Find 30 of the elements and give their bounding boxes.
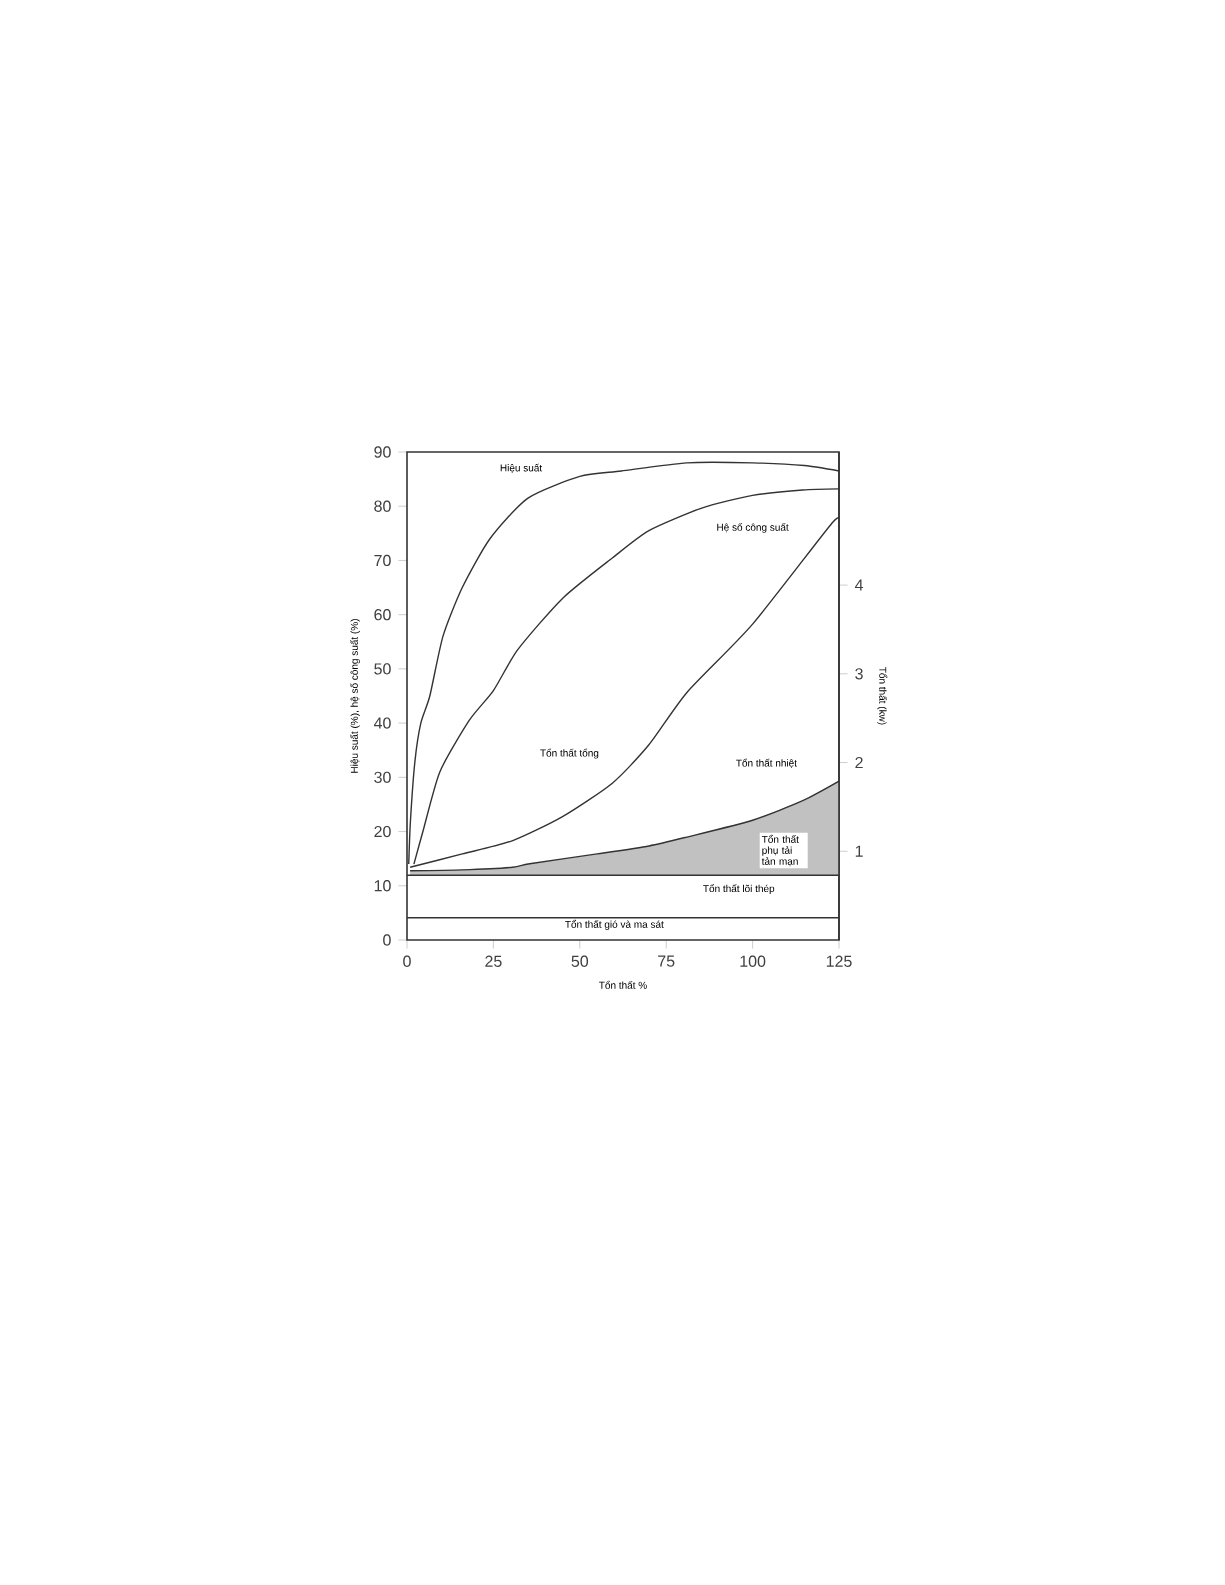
y-tick-label: 30	[374, 771, 391, 783]
x-axis-title: Tổn thất %	[599, 980, 647, 989]
annotation: Tổn thất tổng	[540, 748, 599, 759]
annotation: Hiệu suất	[500, 463, 543, 473]
y2-tick-label: 2	[855, 756, 863, 769]
y-tick-label: 10	[374, 880, 391, 892]
y2-axis-title: Tổn thất (kw)	[877, 667, 888, 725]
annotation: Tổn thất gió và ma sát	[565, 919, 664, 930]
x-tick-label: 50	[571, 955, 589, 967]
x-tick-label: 75	[658, 955, 675, 967]
y-axis-title: Hiệu suất (%), hệ số công suất (%)	[350, 619, 360, 773]
annotation: Hệ số công suất	[717, 523, 789, 533]
y-tick-label: 90	[374, 446, 391, 458]
y2-tick-label: 3	[855, 668, 863, 680]
y-tick-label: 20	[374, 825, 391, 838]
y-tick-label: 0	[383, 934, 391, 946]
x-tick-label: 0	[403, 955, 411, 967]
y-tick-label: 40	[373, 717, 391, 729]
y-tick-label: 70	[374, 554, 391, 567]
y2-tick-label: 4	[854, 579, 864, 591]
y-tick-label: 50	[374, 663, 391, 675]
annotation: Tổn thất phụ tải tản mạn	[761, 834, 799, 867]
x-tick-label: 100	[740, 955, 766, 967]
annotation: Tổn thất lõi thép	[703, 883, 775, 895]
annotation: Tổn thất nhiệt	[736, 758, 797, 769]
x-tick-label: 25	[485, 955, 502, 967]
y2-tick-label: 1	[855, 845, 863, 857]
x-tick-label: 125	[826, 955, 852, 967]
y-tick-label: 80	[374, 500, 391, 512]
y-tick-label: 60	[374, 609, 391, 621]
